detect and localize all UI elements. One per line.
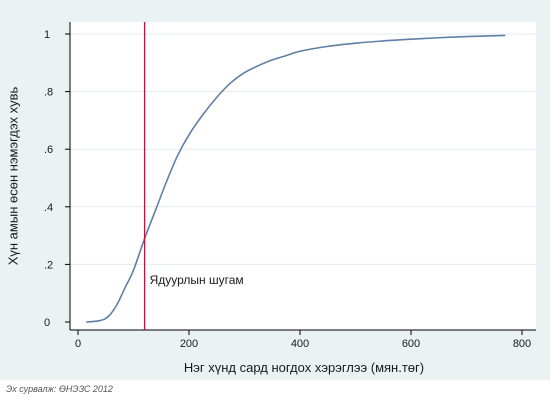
y-tick-label: .6 (44, 144, 53, 156)
x-tick-label: 800 (513, 338, 531, 350)
y-tick-label: .4 (44, 202, 53, 214)
y-tick-label: .2 (44, 259, 53, 271)
plot-area (70, 22, 536, 330)
source-note: Эх сурвалж: ӨНЭЗС 2012 (6, 384, 113, 394)
y-tick-label: 0 (44, 317, 50, 329)
y-axis-label: Хүн амын өсөн нэмэгдэх хувь (5, 86, 20, 265)
x-tick-label: 600 (402, 338, 420, 350)
reference-line-label: Ядуурлын шугам (150, 273, 244, 287)
x-tick-label: 400 (291, 338, 309, 350)
y-tick-label: 1 (44, 29, 50, 41)
y-tick-label: .8 (44, 87, 53, 99)
x-tick-label: 200 (180, 338, 198, 350)
x-tick-label: 0 (75, 338, 81, 350)
x-axis-label: Нэг хүнд сард ногдох хэрэглээ (мян.төг) (184, 360, 424, 375)
